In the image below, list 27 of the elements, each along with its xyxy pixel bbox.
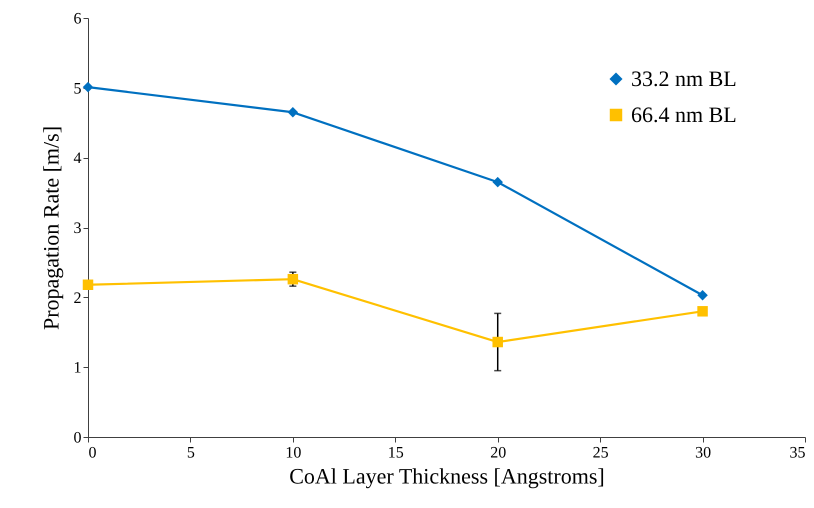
x-tick-label: 30 (695, 444, 712, 462)
y-tick-label: 6 (74, 10, 82, 28)
point (492, 336, 503, 348)
y-axis-title: Propagation Rate [m/s] (38, 126, 64, 330)
y-tick-label: 2 (74, 290, 82, 307)
y-tick-label: 1 (74, 360, 82, 377)
point (82, 82, 94, 92)
y-tick-label: 4 (74, 150, 82, 168)
y-tick-label: 0 (74, 430, 82, 446)
x-tick-label: 5 (186, 444, 195, 462)
x-tick-label: 25 (592, 444, 609, 462)
point (492, 176, 503, 188)
point (288, 274, 298, 284)
x-tick-label: 35 (790, 444, 806, 462)
x-tick-label: 20 (490, 444, 506, 462)
legend-label: 66.4 nm BL (631, 102, 737, 127)
y-tick-label: 3 (74, 220, 82, 237)
y-tick-label: 5 (74, 80, 82, 98)
x-tick-label: 0 (88, 444, 96, 462)
x-tick-label: 10 (285, 444, 302, 462)
x-tick-label: 15 (388, 444, 404, 462)
legend-label: 33.2 nm BL (631, 66, 737, 91)
x-axis-title: CoAl Layer Thickness [Angstroms] (289, 464, 605, 488)
point (82, 280, 94, 290)
point (697, 306, 708, 317)
point (288, 107, 298, 118)
point (697, 290, 708, 300)
